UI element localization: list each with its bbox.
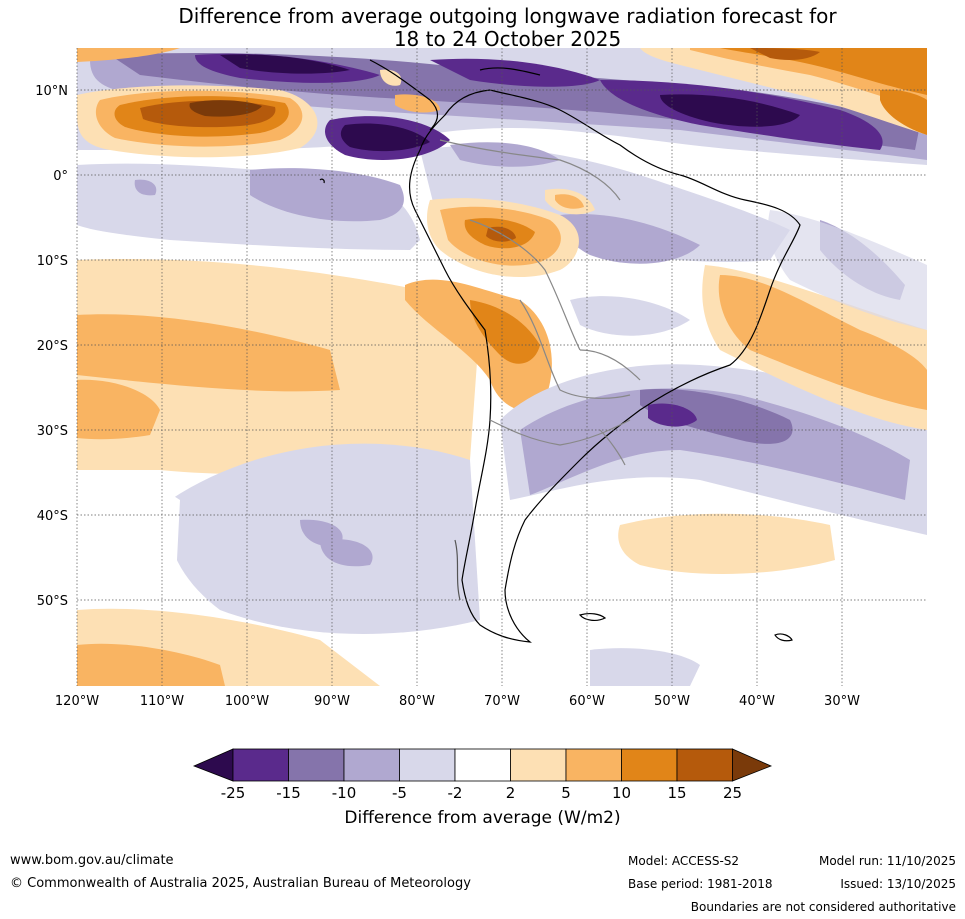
lon-label-110w: 110°W [140, 694, 184, 709]
footer-base-period: Base period: 1981-2018 [628, 877, 773, 891]
lon-label-80w: 80°W [399, 694, 435, 709]
lat-label-10s: 10°S [37, 254, 68, 269]
colorbar-swatch-6 [510, 748, 567, 782]
lon-label-90w: 90°W [314, 694, 350, 709]
map-title-line2: 18 to 24 October 2025 [393, 27, 622, 51]
colorbar-arrow-high [732, 748, 773, 782]
colorbar-tick: -15 [276, 784, 301, 802]
lon-label-100w: 100°W [225, 694, 269, 709]
latitude-labels: 10°N 0° 10°S 20°S 30°S 40°S 50°S [35, 84, 68, 609]
colorbar-tick: -2 [448, 784, 463, 802]
colorbar-tick: 5 [561, 784, 571, 802]
footer-model: Model: ACCESS-S2 [628, 854, 740, 868]
lat-label-50s: 50°S [37, 594, 68, 609]
colorbar-ticks: -25 -15 -10 -5 -2 2 5 10 15 25 [221, 784, 742, 802]
colorbar-swatch-7 [565, 748, 622, 782]
lat-label-30s: 30°S [37, 424, 68, 439]
colorbar-tick: -10 [332, 784, 357, 802]
colorbar-swatch-8 [621, 748, 678, 782]
colorbar-swatch-1 [232, 748, 289, 782]
footer-url: www.bom.gov.au/climate [10, 853, 174, 868]
lon-label-50w: 50°W [654, 694, 690, 709]
colorbar-swatch-4 [399, 748, 456, 782]
lat-label-40s: 40°S [37, 509, 68, 524]
graticule [76, 48, 927, 686]
colorbar-tick: 15 [667, 784, 686, 802]
colorbar-label: Difference from average (W/m2) [344, 808, 621, 828]
lon-label-30w: 30°W [824, 694, 860, 709]
colorbar-swatch-5 [454, 748, 511, 782]
lat-label-10n: 10°N [35, 84, 68, 99]
footer-copyright: © Commonwealth of Australia 2025, Austra… [10, 876, 471, 891]
footer-disclaimer: Boundaries are not considered authoritat… [690, 900, 956, 914]
colorbar-tick: -5 [392, 784, 407, 802]
colorbar-swatch-9 [676, 748, 733, 782]
colorbar-tick: 25 [723, 784, 742, 802]
lon-label-60w: 60°W [569, 694, 605, 709]
lon-label-40w: 40°W [739, 694, 775, 709]
footer-issued: Issued: 13/10/2025 [840, 877, 956, 891]
lon-label-70w: 70°W [484, 694, 520, 709]
coastlines [319, 59, 801, 643]
longitude-labels: 120°W 110°W 100°W 90°W 80°W 70°W 60°W 50… [55, 694, 860, 709]
colorbar [192, 748, 773, 782]
colorbar-swatch-3 [343, 748, 400, 782]
colorbar-tick: 2 [506, 784, 516, 802]
footer-model-run: Model run: 11/10/2025 [818, 854, 956, 868]
colorbar-arrow-low [192, 748, 234, 782]
colorbar-tick: -25 [221, 784, 246, 802]
country-boundaries [439, 139, 641, 466]
map-title-line1: Difference from average outgoing longwav… [178, 4, 837, 28]
colorbar-tick: 10 [612, 784, 631, 802]
colorbar-swatch-2 [288, 748, 345, 782]
lat-label-20s: 20°S [37, 339, 68, 354]
lon-label-120w: 120°W [55, 694, 99, 709]
lat-label-0: 0° [53, 169, 68, 184]
